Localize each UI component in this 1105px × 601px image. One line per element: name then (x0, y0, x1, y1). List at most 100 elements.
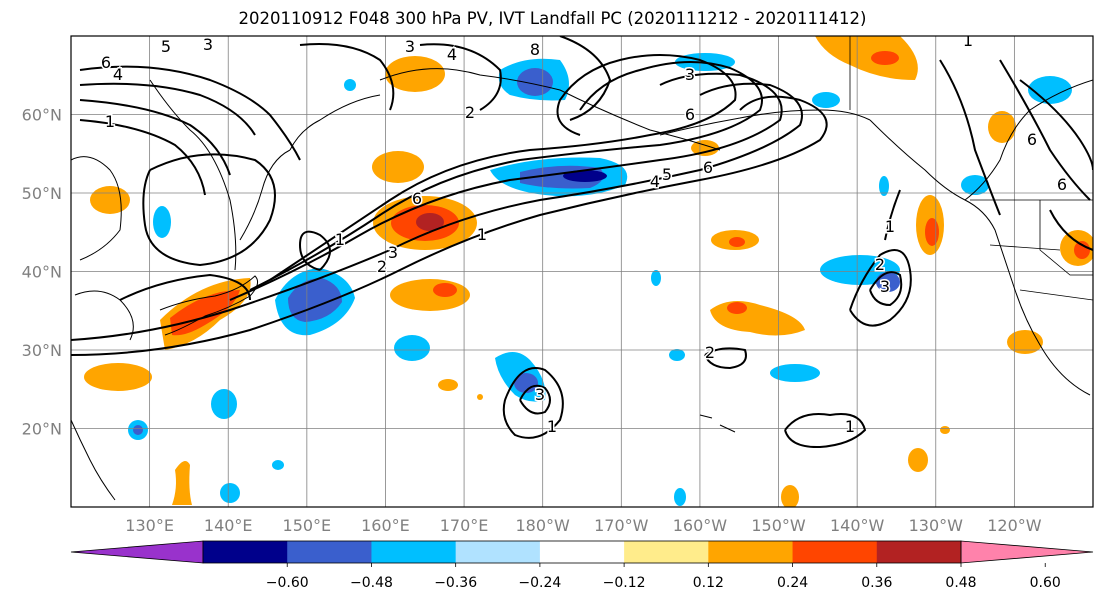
positive-anomaly (390, 279, 470, 311)
positive-anomaly (477, 394, 483, 400)
contour-label: 2 (465, 103, 475, 122)
lon-tick-label: 160°E (361, 516, 410, 535)
negative-anomaly (344, 79, 356, 91)
colorbar-tick-label: 0.60 (1030, 575, 1061, 591)
negative-anomaly (153, 206, 171, 238)
chart-title: 2020110912 F048 300 hPa PV, IVT Landfall… (238, 9, 867, 28)
colorbar-segment (708, 541, 794, 563)
contour-label: 1 (885, 217, 895, 236)
positive-anomaly (727, 302, 747, 314)
positive-anomaly (170, 290, 240, 336)
colorbar-tick-label: −0.12 (603, 575, 646, 591)
contour-label: 3 (685, 65, 695, 84)
contour-label: 6 (1057, 175, 1067, 194)
colorbar-tick-label: 0.36 (861, 575, 892, 591)
contour-label: 5 (161, 37, 171, 56)
contour-label: 1 (547, 417, 557, 436)
negative-anomaly (133, 425, 143, 435)
negative-anomaly (514, 373, 538, 393)
lon-tick-label: 150°E (283, 516, 332, 535)
positive-anomaly (908, 448, 928, 472)
negative-anomaly (876, 272, 900, 292)
negative-anomaly (674, 488, 686, 506)
negative-anomaly (812, 92, 840, 108)
colorbar-tick-label: −0.24 (518, 575, 561, 591)
graticule-lines (71, 36, 1093, 507)
contour-label: 2 (705, 343, 715, 362)
negative-anomaly (563, 170, 607, 182)
lon-tick-label: 130°E (125, 516, 174, 535)
colorbar-segment (624, 541, 709, 563)
contour-label: 8 (530, 40, 540, 59)
positive-anomaly (372, 151, 424, 183)
contour-label: 6 (703, 158, 713, 177)
contour-label: 4 (447, 45, 457, 64)
contour-label: 1 (963, 31, 973, 50)
colorbar-segment (792, 541, 878, 563)
lat-tick-label: 30°N (22, 341, 62, 360)
negative-anomaly (879, 176, 889, 196)
positive-anomaly (385, 56, 445, 92)
contour-label: 2 (875, 255, 885, 274)
contour-label: 4 (113, 65, 123, 84)
colorbar-segment (203, 541, 288, 563)
positive-anomaly (172, 461, 192, 505)
positive-anomaly (815, 36, 918, 80)
negative-anomaly (272, 460, 284, 470)
negative-anomaly (1028, 76, 1072, 104)
contour-label: 3 (535, 385, 545, 404)
negative-anomaly (651, 270, 661, 286)
positive-anomaly (729, 237, 745, 247)
contour-label: 5 (662, 165, 672, 184)
contour-label: 6 (412, 189, 422, 208)
lat-tick-label: 60°N (22, 106, 62, 125)
positive-anomaly (1074, 241, 1090, 259)
colorbar-segment (876, 541, 962, 563)
contour-label: 1 (105, 112, 115, 131)
lon-tick-label: 130°W (909, 516, 964, 535)
positive-anomaly (433, 283, 457, 297)
positive-anomaly (691, 140, 719, 156)
colorbar-tick-label: 0.24 (777, 575, 808, 591)
colorbar-segment (455, 541, 541, 563)
colorbar (70, 540, 1094, 564)
longitude-labels: 130°E 140°E 150°E 160°E 170°E 180°W 170°W 160°W… (125, 516, 1041, 535)
negative-anomaly (220, 483, 240, 503)
colorbar-segment (539, 541, 625, 563)
lat-tick-label: 50°N (22, 184, 62, 203)
positive-anomaly (1007, 330, 1043, 354)
coastlines (71, 68, 1093, 501)
contour-label: 3 (880, 277, 890, 296)
contour-label: 1 (477, 225, 487, 244)
lat-tick-label: 40°N (22, 263, 62, 282)
positive-anomaly (871, 51, 899, 65)
contour-label: 1 (845, 417, 855, 436)
negative-anomaly (211, 389, 237, 419)
negative-anomaly (517, 68, 553, 96)
contour-label: 6 (1027, 130, 1037, 149)
colorbar-tick-label: 0.12 (693, 575, 724, 591)
lon-tick-label: 170°E (440, 516, 489, 535)
colorbar-tick-labels: −0.60 −0.48 −0.36 −0.24 −0.12 0.12 0.24 0.36 0.4… (266, 563, 1061, 591)
negative-anomaly (669, 349, 685, 361)
latitude-labels: 20°N 30°N 40°N 50°N 60°N (22, 106, 62, 439)
contour-label: 3 (388, 243, 398, 262)
positive-anomaly (940, 426, 950, 434)
colorbar-extend-low (70, 540, 204, 564)
lat-tick-label: 20°N (22, 420, 62, 439)
colorbar-extend-high (960, 540, 1094, 564)
contour-label: 6 (101, 53, 111, 72)
positive-anomaly (988, 111, 1016, 143)
colorbar-segment (371, 541, 457, 563)
contour-label: 6 (685, 105, 695, 124)
negative-anomaly (961, 175, 989, 195)
contour-label: 1 (335, 230, 345, 249)
contour-label: 3 (405, 37, 415, 56)
contour-label: 4 (650, 172, 660, 191)
contour-label: 3 (203, 35, 213, 54)
colorbar-tick-label: 0.48 (945, 575, 976, 591)
lon-tick-label: 150°W (751, 516, 806, 535)
colorbar-outline (202, 540, 962, 564)
